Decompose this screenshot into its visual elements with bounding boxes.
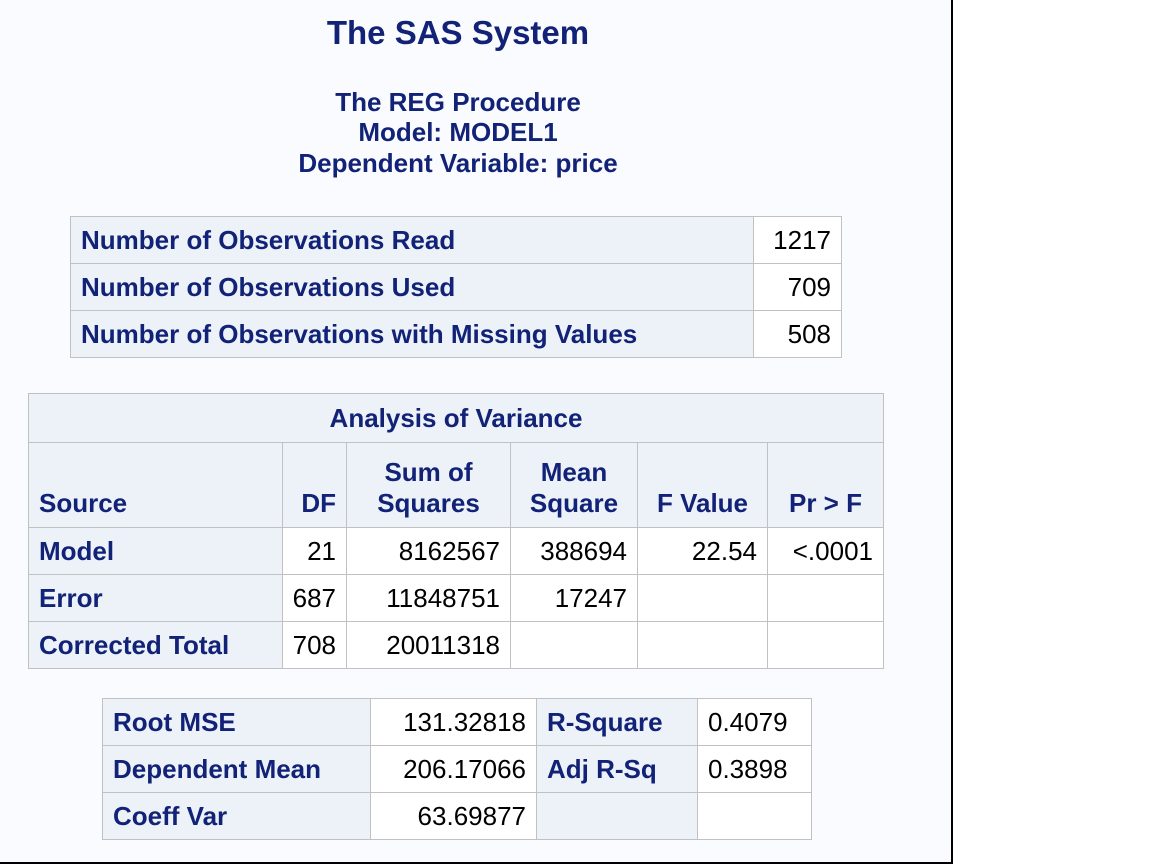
cell-f-value <box>637 574 768 622</box>
cell-mean-square <box>510 621 638 669</box>
col-header-mean-square: Mean Square <box>510 442 638 528</box>
col-header-df-text: DF <box>301 488 336 518</box>
col-header-p-text: Pr > F <box>789 488 862 518</box>
table-row: Coeff Var 63.69877 <box>102 792 812 840</box>
coeff-var-value: 63.69877 <box>370 792 537 840</box>
cell-df: 708 <box>282 621 347 669</box>
anova-table: Analysis of Variance Source DF Sum of Squ… <box>28 393 884 669</box>
col-header-source-text: Source <box>39 488 128 518</box>
col-header-ss-line1: Sum of <box>384 457 473 487</box>
table-row: Number of Observations with Missing Valu… <box>70 310 842 358</box>
adj-r-sq-value: 0.3898 <box>697 745 812 793</box>
cell-sum-of-squares: 11848751 <box>346 574 511 622</box>
cell-sum-of-squares: 8162567 <box>346 527 511 575</box>
r-square-label: R-Square <box>536 698 698 746</box>
col-header-df: DF <box>282 442 347 528</box>
empty-label-cell <box>536 792 698 840</box>
cell-df: 687 <box>282 574 347 622</box>
obs-read-label: Number of Observations Read <box>70 216 754 264</box>
col-header-f-text: F Value <box>656 488 749 518</box>
r-square-value: 0.4079 <box>697 698 812 746</box>
table-row: Root MSE 131.32818 R-Square 0.4079 <box>102 698 812 746</box>
empty-value-cell <box>697 792 812 840</box>
cell-f-value: 22.54 <box>637 527 768 575</box>
col-header-ms-line2: Square <box>529 488 619 518</box>
table-row: Analysis of Variance <box>28 393 884 443</box>
row-source-error: Error <box>28 574 283 622</box>
col-header-source: Source <box>28 442 283 528</box>
observations-table: Number of Observations Read 1217 Number … <box>70 216 842 358</box>
root-mse-value: 131.32818 <box>370 698 537 746</box>
dependent-variable-label: Dependent Variable: price <box>298 148 618 178</box>
row-source-model: Model <box>28 527 283 575</box>
col-header-ms-line1: Mean <box>540 457 608 487</box>
obs-missing-value: 508 <box>753 310 842 358</box>
cell-f-value <box>637 621 768 669</box>
obs-read-value: 1217 <box>753 216 842 264</box>
table-row: Dependent Mean 206.17066 Adj R-Sq 0.3898 <box>102 745 812 793</box>
coeff-var-label: Coeff Var <box>102 792 371 840</box>
table-row: Number of Observations Read 1217 <box>70 216 842 264</box>
col-header-ss-line2: Squares <box>377 488 480 518</box>
obs-used-label: Number of Observations Used <box>70 263 754 311</box>
adj-r-sq-label: Adj R-Sq <box>536 745 698 793</box>
system-title: The SAS System <box>326 14 590 51</box>
cell-p-value <box>767 574 884 622</box>
col-header-pr-f: Pr > F <box>767 442 884 528</box>
table-row: Corrected Total 708 20011318 <box>28 621 884 669</box>
cell-mean-square: 388694 <box>510 527 638 575</box>
cell-mean-square: 17247 <box>510 574 638 622</box>
procedure-title: The REG Procedure <box>335 87 581 117</box>
dependent-mean-value: 206.17066 <box>370 745 537 793</box>
row-source-corrected-total: Corrected Total <box>28 621 283 669</box>
sas-output-panel: The SAS System The REG Procedure Model: … <box>0 0 953 864</box>
cell-df: 21 <box>282 527 347 575</box>
fit-statistics-table: Root MSE 131.32818 R-Square 0.4079 Depen… <box>102 698 812 840</box>
model-label: Model: MODEL1 <box>358 117 558 147</box>
root-mse-label: Root MSE <box>102 698 371 746</box>
cell-p-value: <.0001 <box>767 527 884 575</box>
table-row: Model 21 8162567 388694 22.54 <.0001 <box>28 527 884 575</box>
anova-title: Analysis of Variance <box>28 393 884 443</box>
col-header-sum-of-squares: Sum of Squares <box>346 442 511 528</box>
col-header-f-value: F Value <box>637 442 768 528</box>
cell-p-value <box>767 621 884 669</box>
obs-used-value: 709 <box>753 263 842 311</box>
obs-missing-label: Number of Observations with Missing Valu… <box>70 310 754 358</box>
cell-sum-of-squares: 20011318 <box>346 621 511 669</box>
table-header-row: Source DF Sum of Squares Mean Square F Val… <box>28 442 884 528</box>
dependent-mean-label: Dependent Mean <box>102 745 371 793</box>
table-row: Number of Observations Used 709 <box>70 263 842 311</box>
table-row: Error 687 11848751 17247 <box>28 574 884 622</box>
